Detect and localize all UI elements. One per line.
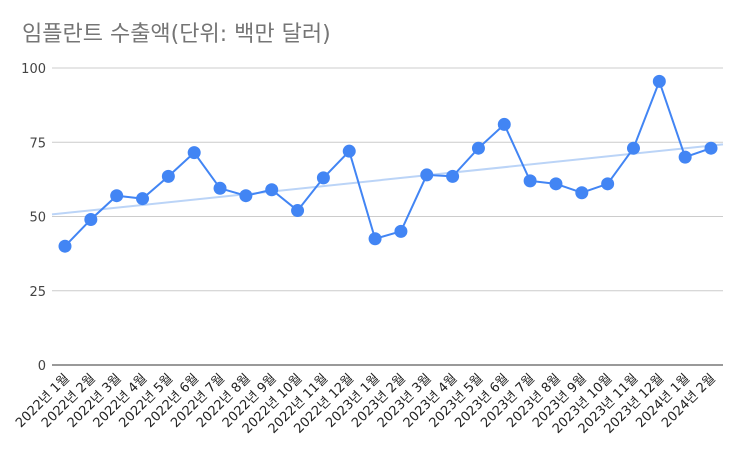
- data-point: [239, 189, 253, 203]
- data-point: [136, 192, 150, 206]
- series-line: [64, 78, 712, 247]
- data-point: [316, 171, 330, 185]
- data-point: [678, 150, 692, 164]
- data-point: [471, 141, 485, 155]
- y-tick-label: 75: [29, 136, 46, 151]
- data-point: [652, 74, 666, 88]
- grid-layer: [52, 67, 723, 366]
- series-layer: [58, 74, 718, 253]
- y-tick-label: 50: [29, 211, 46, 226]
- data-point: [601, 177, 615, 191]
- data-point: [626, 141, 640, 155]
- trendline: [51, 143, 724, 216]
- data-point: [342, 144, 356, 158]
- data-point: [58, 239, 72, 253]
- data-point: [549, 177, 563, 191]
- y-axis: 0 25 50 75 100: [21, 62, 46, 374]
- data-point: [704, 141, 718, 155]
- data-point: [575, 186, 589, 200]
- data-point: [187, 146, 201, 160]
- y-tick-label: 100: [21, 62, 46, 77]
- trendline-layer: [51, 143, 724, 216]
- data-point: [110, 189, 124, 203]
- data-point: [161, 169, 175, 183]
- data-point: [446, 169, 460, 183]
- data-point: [84, 212, 98, 226]
- y-tick-label: 0: [38, 359, 46, 374]
- data-point: [394, 224, 408, 238]
- data-point: [523, 174, 537, 188]
- data-point: [291, 204, 305, 218]
- chart-title: 임플란트 수출액(단위: 백만 달러): [22, 22, 331, 47]
- data-point: [368, 232, 382, 246]
- data-point: [420, 168, 434, 182]
- data-point: [213, 181, 227, 195]
- data-point: [265, 183, 279, 197]
- y-tick-label: 25: [29, 285, 46, 300]
- data-point: [497, 117, 511, 131]
